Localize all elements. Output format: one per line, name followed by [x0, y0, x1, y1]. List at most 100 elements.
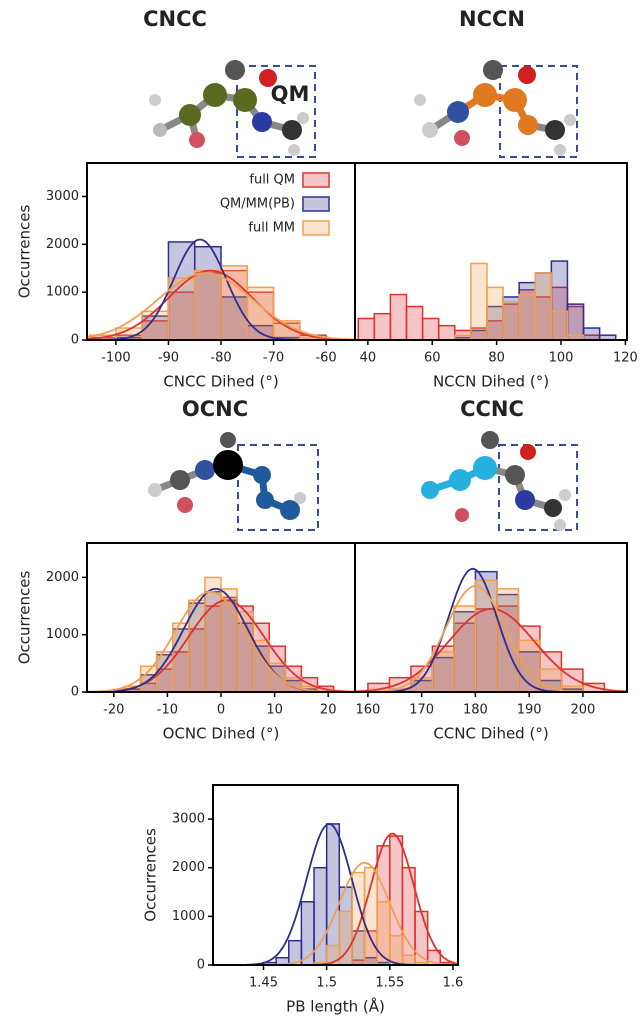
fit-curve	[213, 861, 458, 965]
panel-title: NCCN	[459, 7, 525, 31]
plot-area	[87, 238, 355, 340]
x-tick-label: 180	[463, 703, 488, 718]
x-tick-label: 60	[424, 351, 441, 366]
bar	[357, 317, 376, 340]
bar	[389, 293, 408, 340]
x-tick-label: -10	[157, 703, 178, 718]
x-tick-label: 1.6	[443, 976, 464, 991]
bar	[502, 300, 520, 340]
y-tick-label: 0	[71, 685, 79, 700]
bar	[453, 605, 477, 692]
y-tick-label: 1000	[172, 909, 205, 924]
bar	[582, 327, 601, 340]
x-tick-label: -90	[158, 351, 179, 366]
x-tick-label: 170	[409, 703, 434, 718]
bar	[376, 901, 391, 965]
y-tick-label: 3000	[172, 812, 205, 827]
x-tick-label: 120	[613, 351, 638, 366]
bar	[373, 312, 392, 340]
x-tick-label: -80	[210, 351, 231, 366]
annotation: QM	[271, 82, 310, 106]
molecule-ocnc	[148, 432, 319, 531]
panel: -100 -90 -80 -70 -60 0 1000 2000 3000 CNCC Dihed …	[16, 7, 356, 391]
x-tick-label: 190	[517, 703, 542, 718]
x-axis-label: OCNC Dihed (°)	[163, 725, 280, 743]
x-tick-label: -60	[315, 351, 336, 366]
bar	[550, 310, 569, 340]
panel: -20 -10 0 10 20 0 1000 2000 OCNC Dihed (°) Occurr…	[16, 397, 356, 743]
bar	[518, 293, 537, 340]
y-tick-label: 0	[197, 958, 205, 973]
bar	[405, 305, 424, 340]
y-axis-label: Occurrences	[142, 828, 160, 922]
panel: 160 170 180 190 200 CCNC Dihed (°) CCNC	[354, 397, 628, 743]
x-tick-label: 1.5	[316, 976, 337, 991]
qm-box	[499, 65, 578, 158]
qm-box	[236, 65, 316, 158]
molecule-nccn	[414, 60, 578, 158]
molecules	[148, 60, 578, 531]
qm-box	[237, 444, 319, 531]
y-tick-label: 0	[71, 333, 79, 348]
qm-box	[498, 444, 578, 531]
fit-curve	[87, 238, 355, 340]
legend-swatch	[302, 196, 330, 212]
bar	[496, 588, 520, 692]
plot-area	[355, 567, 627, 692]
x-tick-label: 10	[266, 703, 283, 718]
panel-title: OCNC	[182, 397, 248, 421]
y-axis-label: Occurrences	[16, 571, 34, 665]
bar	[193, 269, 222, 340]
bar	[325, 823, 341, 965]
bar	[431, 651, 455, 692]
x-axis-label: PB length (Å)	[286, 997, 385, 1016]
y-tick-label: 2000	[172, 860, 205, 875]
x-tick-label: -20	[103, 703, 124, 718]
fit-curve	[355, 608, 627, 692]
legend-label: full MM	[248, 221, 295, 236]
fit-curve	[87, 269, 355, 340]
molecule-cncc	[149, 60, 316, 158]
plot-area	[357, 260, 617, 340]
legend-label: QM/MM(PB)	[220, 197, 295, 212]
bar	[566, 334, 585, 340]
frame	[212, 784, 459, 966]
legend-label: full QM	[249, 173, 295, 188]
x-axis-label: CCNC Dihed (°)	[433, 725, 548, 743]
x-axis-label: CNCC Dihed (°)	[163, 373, 278, 391]
y-tick-label: 2000	[46, 570, 79, 585]
legend-swatch	[302, 220, 330, 236]
bar	[470, 262, 488, 340]
bar	[389, 935, 404, 965]
legend-swatch	[302, 172, 330, 188]
plot-area	[213, 822, 458, 965]
bar	[474, 579, 498, 692]
x-tick-label: 20	[320, 703, 337, 718]
y-tick-label: 2000	[46, 237, 79, 252]
x-tick-label: 1.45	[249, 976, 278, 991]
y-tick-label: 1000	[46, 285, 79, 300]
bar	[486, 286, 504, 340]
frame	[354, 162, 628, 341]
frame	[354, 542, 628, 693]
bar	[421, 317, 440, 340]
x-tick-label: -100	[101, 351, 131, 366]
x-tick-label: 200	[571, 703, 596, 718]
bar	[437, 324, 456, 340]
bar	[268, 662, 287, 692]
panel: 1.45 1.5 1.55 1.6 0 1000 2000 3000 PB length (Å)…	[142, 784, 464, 1016]
y-tick-label: 1000	[46, 627, 79, 642]
x-tick-label: 40	[360, 351, 377, 366]
x-tick-label: 1.55	[375, 976, 404, 991]
x-tick-label: 80	[488, 351, 505, 366]
fit-curve	[87, 590, 355, 692]
bar	[284, 676, 303, 692]
x-axis-label: NCCN Dihed (°)	[433, 373, 549, 391]
bar	[598, 334, 617, 340]
bar	[300, 901, 315, 965]
bar	[167, 291, 196, 340]
x-tick-label: 0	[217, 703, 225, 718]
panel-title: CNCC	[143, 7, 207, 31]
panel: 40 60 80 100 120 NCCN Dihed (°) NCCN	[354, 7, 638, 391]
